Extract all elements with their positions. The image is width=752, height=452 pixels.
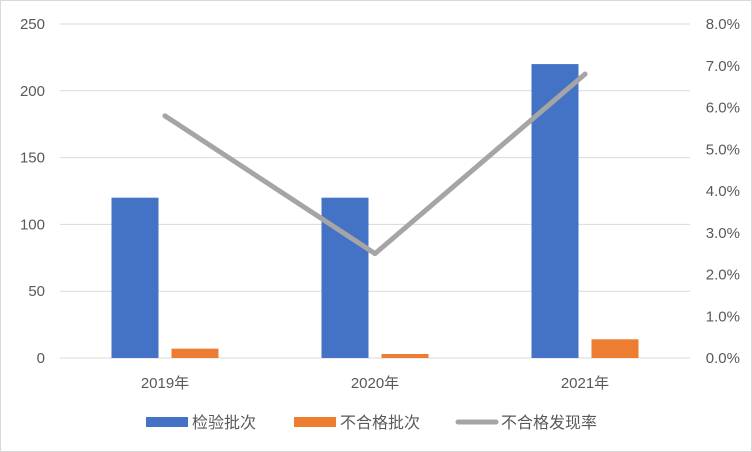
line-point [162,113,168,119]
bar-inspection [111,197,159,358]
y-right-tick-label: 7.0% [706,58,740,75]
legend-label: 不合格批次 [340,414,420,432]
y-right-tick-label: 2.0% [706,267,740,284]
x-tick-label: 2019年 [141,375,189,392]
legend-label: 不合格发现率 [501,414,597,432]
y-right-tick-label: 3.0% [706,225,740,242]
line-unqualified-rate [162,71,588,257]
y-left-tick-label: 0 [37,350,45,367]
y-left-tick-label: 100 [20,216,45,233]
y-left-tick-label: 50 [28,283,45,300]
line-point [372,251,378,257]
x-tick-label: 2021年 [561,375,609,392]
legend-swatch [146,417,188,427]
bar-unqualified [171,348,219,358]
y-right-tick-label: 0.0% [706,350,740,367]
y-left-tick-label: 150 [20,150,45,167]
legend-swatch [294,417,336,427]
bar-unqualified [591,339,639,358]
y-right-tick-label: 6.0% [706,100,740,117]
legend-label: 检验批次 [192,414,256,432]
y-left-tick-label: 250 [20,16,45,33]
y-right-tick-label: 1.0% [706,308,740,325]
bar-unqualified [381,353,429,358]
bar-inspection [531,64,579,358]
y-right-tick-label: 8.0% [706,16,740,33]
y-left-tick-label: 200 [20,83,45,100]
y-right-tick-label: 4.0% [706,183,740,200]
line-point [582,71,588,77]
x-tick-label: 2020年 [351,375,399,392]
y-right-tick-label: 5.0% [706,141,740,158]
